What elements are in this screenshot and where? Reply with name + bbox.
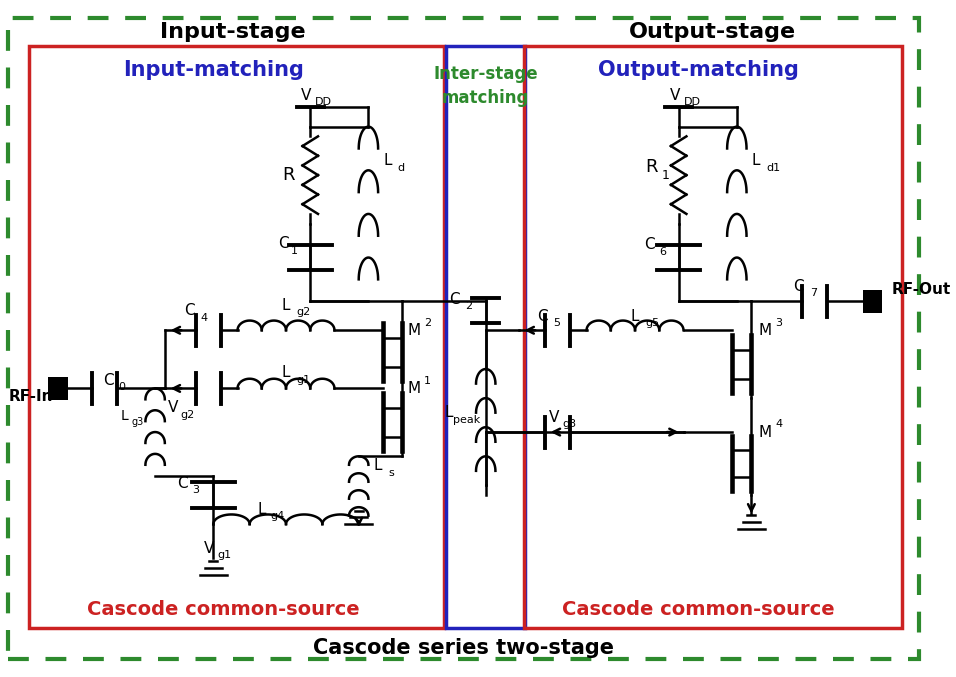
Text: C: C (536, 309, 547, 324)
Text: 2: 2 (424, 318, 431, 328)
Text: d1: d1 (767, 163, 781, 173)
Text: Output-stage: Output-stage (629, 22, 796, 42)
Text: C: C (278, 236, 289, 250)
Text: g2: g2 (180, 410, 194, 420)
Text: M: M (407, 381, 421, 396)
Text: L: L (752, 153, 760, 168)
Polygon shape (49, 377, 68, 400)
Text: Input-stage: Input-stage (160, 22, 306, 42)
Text: L: L (374, 458, 382, 473)
Text: 4: 4 (200, 313, 207, 323)
Text: RF-In: RF-In (9, 389, 54, 403)
Text: M: M (758, 424, 771, 439)
Text: Output-matching: Output-matching (598, 60, 798, 81)
Text: 1: 1 (424, 376, 431, 386)
Text: s: s (389, 468, 395, 478)
Text: DD: DD (315, 97, 333, 108)
Text: C: C (177, 476, 187, 491)
Text: g3: g3 (562, 419, 576, 429)
Text: Cascode series two-stage: Cascode series two-stage (313, 638, 614, 658)
Text: 6: 6 (660, 246, 666, 257)
Text: V: V (301, 88, 312, 103)
Bar (446, 46, 526, 628)
Text: M: M (407, 323, 421, 338)
Text: M: M (758, 323, 771, 338)
Text: V: V (669, 88, 680, 103)
Text: DD: DD (684, 97, 701, 108)
Bar (29, 46, 444, 628)
Text: L: L (383, 153, 392, 168)
Text: Cascode common-source: Cascode common-source (562, 600, 835, 619)
Text: V: V (549, 410, 559, 425)
Text: 1: 1 (663, 169, 670, 181)
Text: 5: 5 (553, 318, 560, 328)
Text: L: L (631, 309, 640, 324)
Text: 7: 7 (810, 288, 817, 299)
Text: g1: g1 (296, 374, 311, 385)
Text: g3: g3 (132, 417, 143, 427)
Text: C: C (449, 292, 460, 307)
Text: R: R (283, 166, 295, 184)
Text: d: d (398, 163, 405, 173)
Text: C: C (103, 373, 114, 388)
Text: 4: 4 (775, 419, 782, 429)
Text: R: R (645, 158, 658, 177)
Text: L: L (257, 502, 266, 517)
Text: 3: 3 (192, 485, 200, 496)
Text: Inter-stage
matching: Inter-stage matching (433, 65, 538, 107)
Text: L: L (282, 298, 291, 313)
Text: L: L (445, 405, 453, 420)
Text: C: C (184, 303, 194, 318)
Text: g4: g4 (271, 511, 284, 521)
Text: Input-matching: Input-matching (123, 60, 304, 81)
Polygon shape (863, 290, 882, 313)
Text: 2: 2 (465, 301, 472, 311)
Bar (524, 46, 902, 628)
Text: C: C (644, 238, 655, 253)
Text: C: C (793, 279, 804, 294)
Text: 0: 0 (119, 383, 125, 393)
Text: g1: g1 (218, 550, 232, 560)
Text: g2: g2 (296, 307, 311, 317)
Text: V: V (167, 400, 178, 415)
Text: 1: 1 (292, 246, 298, 256)
Text: 3: 3 (775, 318, 782, 328)
Text: g5: g5 (645, 318, 660, 328)
Text: Cascode common-source: Cascode common-source (87, 600, 359, 619)
Text: V: V (205, 541, 214, 556)
Text: RF-Out: RF-Out (892, 282, 951, 297)
Text: L: L (282, 366, 291, 380)
Text: peak: peak (453, 416, 480, 425)
Text: L: L (120, 409, 128, 422)
